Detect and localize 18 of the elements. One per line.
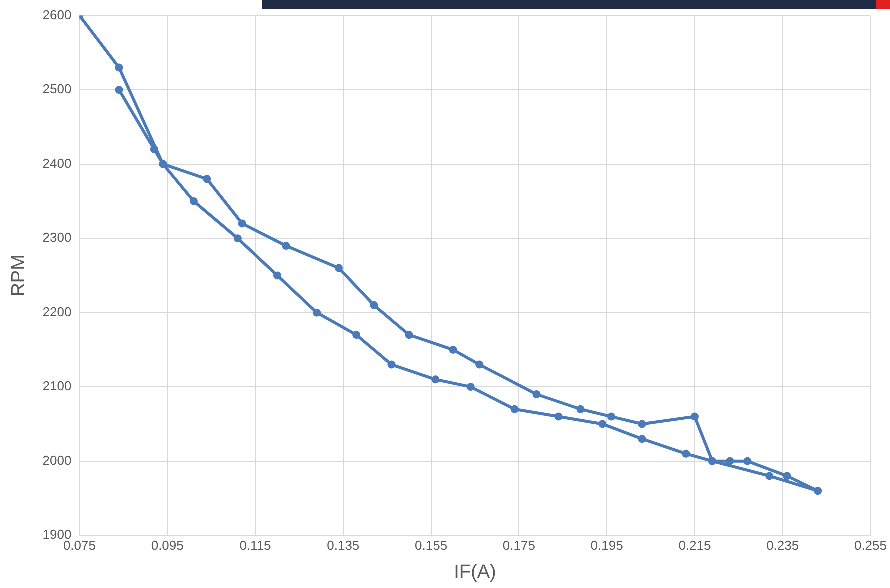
y-axis-title: RPM: [8, 254, 30, 297]
x-tick-label: 0.235: [766, 538, 800, 553]
y-tick-label: 2000: [42, 452, 72, 468]
x-tick-label: 0.255: [854, 538, 888, 553]
x-tick-label: 0.115: [240, 538, 272, 553]
x-tick-label: 0.195: [590, 538, 624, 553]
x-tick-label: 0.155: [415, 538, 448, 553]
x-axis-title: IF(A): [454, 562, 496, 583]
y-tick-label: 2500: [42, 82, 72, 97]
x-tick-label: 0.095: [151, 538, 184, 553]
y-tick-label: 2600: [42, 7, 72, 22]
y-tick-label: 2400: [42, 156, 72, 171]
y-tick-label: 2100: [42, 378, 72, 394]
x-tick-label: 0.135: [327, 538, 360, 553]
y-tick-label: 2300: [42, 230, 72, 246]
x-tick-label: 0.175: [502, 538, 536, 553]
y-tick-label: 2200: [42, 304, 72, 320]
x-tick-label: 0.215: [678, 538, 712, 553]
